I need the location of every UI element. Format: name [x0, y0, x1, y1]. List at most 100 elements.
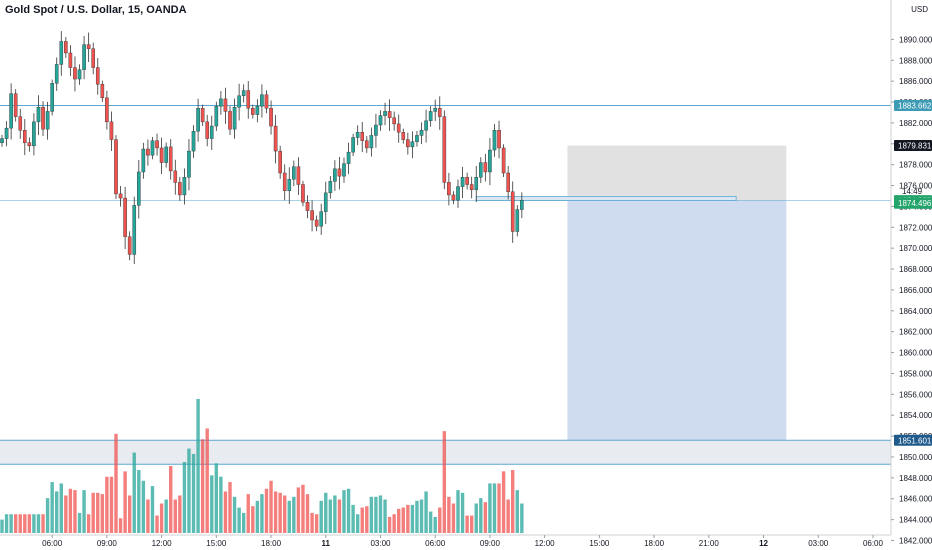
candle-body[interactable]: [488, 149, 492, 173]
candle-body[interactable]: [41, 107, 45, 130]
candle-body[interactable]: [506, 172, 510, 193]
candle-body[interactable]: [301, 184, 305, 203]
candle-body[interactable]: [45, 111, 50, 130]
candle-body[interactable]: [360, 132, 365, 141]
candle-body[interactable]: [59, 41, 64, 65]
candle-body[interactable]: [501, 147, 506, 174]
entry-rectangle[interactable]: [475, 196, 737, 201]
candle-body[interactable]: [36, 107, 41, 123]
candle-body[interactable]: [118, 193, 123, 199]
candle-body[interactable]: [355, 132, 360, 138]
candle-body[interactable]: [369, 135, 374, 149]
candle-body[interactable]: [492, 130, 497, 151]
candle-body[interactable]: [351, 137, 355, 153]
candle-body[interactable]: [64, 41, 68, 54]
candle-body[interactable]: [146, 148, 150, 156]
candle-body[interactable]: [451, 194, 456, 201]
candle-body[interactable]: [255, 105, 260, 115]
candle-body[interactable]: [68, 52, 73, 68]
candle-body[interactable]: [328, 181, 333, 194]
candle-body[interactable]: [442, 116, 447, 183]
stop-loss-zone[interactable]: [567, 145, 787, 201]
candle-body[interactable]: [196, 108, 200, 132]
candle-body[interactable]: [223, 98, 228, 112]
candle-body[interactable]: [114, 139, 118, 195]
candle-body[interactable]: [469, 184, 474, 190]
candle-body[interactable]: [515, 209, 520, 232]
candle-body[interactable]: [32, 121, 36, 147]
candle-body[interactable]: [123, 197, 127, 237]
candle-body[interactable]: [205, 121, 210, 139]
candle-body[interactable]: [387, 111, 392, 118]
candle-body[interactable]: [13, 93, 18, 117]
candle-body[interactable]: [187, 150, 191, 178]
candle-body[interactable]: [105, 97, 109, 123]
candle-body[interactable]: [346, 151, 351, 164]
candle-body[interactable]: [296, 166, 301, 185]
candle-body[interactable]: [54, 64, 59, 84]
candle-body[interactable]: [479, 162, 483, 178]
candle-body[interactable]: [9, 93, 13, 129]
candle-body[interactable]: [241, 90, 246, 96]
candle-body[interactable]: [447, 182, 451, 196]
candle-body[interactable]: [378, 115, 383, 126]
candle-body[interactable]: [319, 211, 324, 227]
candle-body[interactable]: [200, 108, 205, 123]
candle-body[interactable]: [520, 199, 524, 210]
candle-body[interactable]: [260, 94, 264, 107]
candle-body[interactable]: [168, 146, 173, 172]
candle-body[interactable]: [510, 191, 515, 232]
candle-body[interactable]: [132, 205, 137, 255]
candle-body[interactable]: [314, 219, 319, 227]
candle-body[interactable]: [27, 142, 32, 147]
candle-body[interactable]: [483, 162, 488, 173]
candle-body[interactable]: [4, 127, 9, 139]
candle-body[interactable]: [287, 179, 292, 191]
candle-body[interactable]: [86, 44, 91, 49]
candle-body[interactable]: [178, 182, 182, 196]
candle-body[interactable]: [182, 176, 187, 196]
candle-body[interactable]: [419, 130, 424, 136]
candle-body[interactable]: [159, 147, 164, 163]
candle-body[interactable]: [91, 48, 95, 68]
candle-body[interactable]: [474, 176, 479, 190]
candle-body[interactable]: [173, 170, 178, 183]
candle-body[interactable]: [428, 111, 433, 122]
candle-body[interactable]: [460, 176, 465, 187]
candle-body[interactable]: [246, 90, 251, 109]
candle-body[interactable]: [269, 108, 273, 127]
candle-body[interactable]: [456, 186, 460, 201]
candle-body[interactable]: [73, 67, 77, 80]
candle-body[interactable]: [250, 108, 255, 115]
candle-body[interactable]: [23, 130, 27, 143]
candle-body[interactable]: [383, 111, 387, 116]
candle-body[interactable]: [100, 84, 105, 99]
candle-body[interactable]: [337, 168, 342, 177]
candle-body[interactable]: [150, 140, 155, 156]
candle-body[interactable]: [50, 83, 54, 112]
candle-body[interactable]: [278, 150, 282, 174]
candle-body[interactable]: [333, 168, 337, 182]
candle-body[interactable]: [323, 192, 328, 212]
candle-body[interactable]: [77, 69, 82, 80]
candle-body[interactable]: [392, 117, 396, 125]
candle-body[interactable]: [273, 125, 278, 152]
candle-body[interactable]: [95, 67, 100, 85]
candle-body[interactable]: [396, 123, 401, 133]
candle-body[interactable]: [0, 138, 4, 143]
candle-body[interactable]: [164, 146, 168, 163]
candle-body[interactable]: [415, 135, 419, 142]
candle-body[interactable]: [282, 172, 287, 191]
candle-body[interactable]: [155, 140, 159, 149]
candle-body[interactable]: [437, 108, 442, 117]
candle-body[interactable]: [237, 95, 241, 108]
candle-body[interactable]: [109, 121, 114, 140]
candle-body[interactable]: [214, 105, 219, 127]
candle-body[interactable]: [465, 176, 469, 185]
candle-body[interactable]: [292, 166, 296, 180]
candle-body[interactable]: [264, 94, 269, 109]
take-profit-zone[interactable]: [567, 200, 787, 441]
candle-body[interactable]: [82, 44, 86, 70]
candle-body[interactable]: [365, 140, 369, 149]
